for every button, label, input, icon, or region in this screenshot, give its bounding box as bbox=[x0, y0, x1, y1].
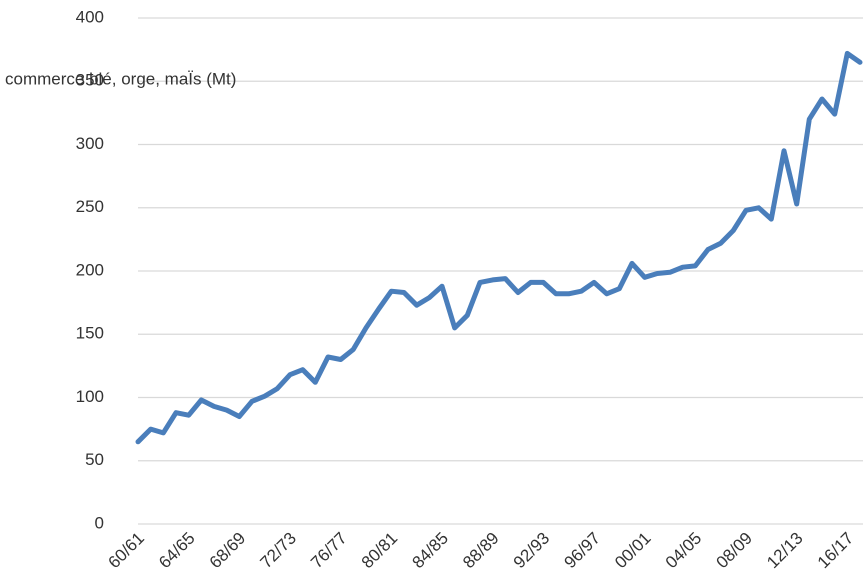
x-tick-label: 64/65 bbox=[155, 529, 199, 573]
plot bbox=[135, 50, 863, 445]
x-tick-label: 08/09 bbox=[712, 529, 756, 573]
data-line bbox=[135, 50, 863, 445]
x-tick-label: 00/01 bbox=[611, 529, 655, 573]
x-tick-label: 60/61 bbox=[104, 529, 148, 573]
x-tick-label: 04/05 bbox=[662, 529, 706, 573]
chart-title: commerce blé, orge, maÏs (Mt) bbox=[5, 69, 236, 88]
x-tick-label: 92/93 bbox=[510, 529, 554, 573]
x-tick-label: 68/69 bbox=[206, 529, 250, 573]
y-tick-label: 200 bbox=[76, 260, 104, 279]
y-tick-label: 350 bbox=[76, 71, 104, 90]
x-tick-label: 84/85 bbox=[408, 529, 452, 573]
x-tick-label: 12/13 bbox=[763, 529, 807, 573]
y-tick-label: 400 bbox=[76, 7, 104, 26]
y-tick-label: 150 bbox=[76, 324, 104, 343]
x-tick-label: 96/97 bbox=[560, 529, 604, 573]
y-tick-label: 300 bbox=[76, 134, 104, 153]
x-tick-label: 76/77 bbox=[307, 529, 351, 573]
x-tick-label: 80/81 bbox=[358, 529, 402, 573]
y-tick-label: 250 bbox=[76, 197, 104, 216]
y-tick-label: 100 bbox=[76, 387, 104, 406]
x-tick-label: 88/89 bbox=[459, 529, 503, 573]
x-tick-label: 72/73 bbox=[256, 529, 300, 573]
x-tick-label: 16/17 bbox=[814, 529, 858, 573]
y-tick-label: 0 bbox=[95, 513, 104, 532]
y-tick-label: 50 bbox=[85, 450, 104, 469]
